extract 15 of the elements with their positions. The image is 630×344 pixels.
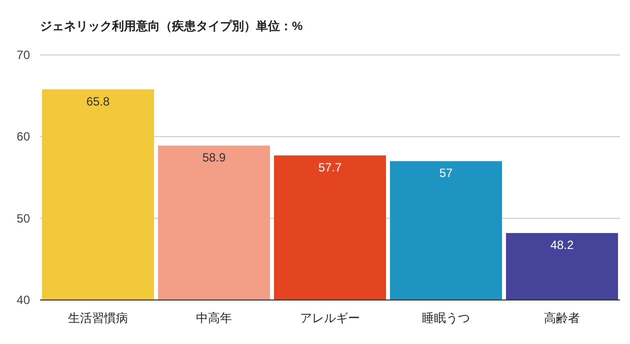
data-label: 58.9 [202, 150, 226, 165]
xtick: 中高年 [196, 311, 232, 325]
data-label: 48.2 [550, 238, 574, 252]
xtick: 睡眠うつ [422, 311, 470, 325]
ytick: 40 [16, 293, 30, 307]
ytick: 60 [16, 130, 30, 144]
xtick: アレルギー [300, 311, 360, 325]
title: ジェネリック利用意向（疾患タイプ別）単位：% [40, 19, 303, 33]
data-label: 57 [439, 166, 453, 180]
xtick: 高齢者 [544, 311, 580, 325]
data-label: 65.8 [86, 94, 110, 108]
ytick: 50 [16, 211, 30, 226]
xtick: 生活習慣病 [68, 311, 128, 325]
data-label: 57.7 [318, 160, 342, 174]
ytick: 70 [16, 48, 30, 62]
